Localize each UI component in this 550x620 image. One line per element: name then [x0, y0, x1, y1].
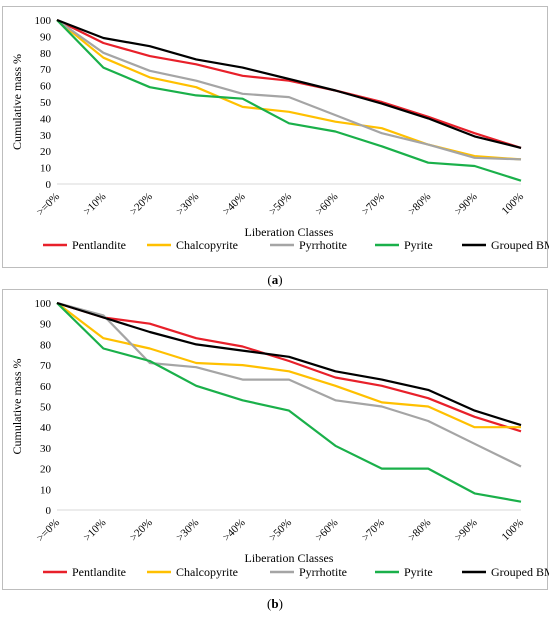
- chart-panel-a: 0 10 20 30 40 50 60 70 80 90 100 Cumulative mass % >…: [2, 6, 549, 268]
- x-tick-label: >20%: [128, 517, 155, 544]
- y-tick-label: 30: [40, 443, 52, 455]
- x-tick-label: 100%: [499, 517, 526, 544]
- legend-label: Pentlandite: [72, 565, 126, 579]
- caption-b-letter: b: [271, 596, 279, 611]
- y-tick-label: 10: [40, 484, 52, 496]
- x-tick-label: >=0%: [34, 191, 62, 219]
- x-tick-label: >80%: [406, 517, 433, 544]
- chart-b-svg: 0 10 20 30 40 50 60 70 80 90 100 Cumulative mass % >…: [10, 298, 549, 579]
- x-tick-label: >=0%: [34, 517, 62, 545]
- caption-b: (b): [267, 596, 283, 611]
- x-tick-label: >80%: [406, 191, 433, 218]
- y-tick-label: 50: [40, 402, 52, 414]
- x-tick-label: >50%: [267, 191, 294, 218]
- series-line-grouped-bms: [56, 301, 522, 427]
- legend-label: Pentlandite: [72, 238, 126, 252]
- legend-label: Pyrite: [404, 565, 433, 579]
- y-tick-label: 80: [40, 48, 52, 60]
- y-tick-label: 10: [40, 163, 52, 175]
- legend-label: Pyrrhotite: [299, 565, 347, 579]
- x-tick-label: >90%: [453, 517, 480, 544]
- legend-label: Chalcopyrite: [176, 238, 238, 252]
- series-line-grouped-bms: [56, 18, 522, 149]
- y-tick-label: 100: [35, 298, 52, 310]
- y-tick-label: 50: [40, 97, 52, 109]
- y-tick-label: 40: [40, 422, 52, 434]
- x-tick-label: >50%: [267, 517, 294, 544]
- caption-a-letter: a: [271, 272, 279, 287]
- caption-a: (a): [267, 272, 283, 287]
- series-line-chalcopyrite: [56, 19, 522, 161]
- legend: Pentlandite Chalcopyrite Pyrrhotite Pyrite G…: [43, 565, 549, 579]
- series-line-pyrite: [56, 302, 522, 503]
- x-tick-label: >10%: [81, 517, 108, 544]
- series-line-pentlandite: [56, 19, 522, 149]
- legend-label: Grouped BMS: [491, 565, 549, 579]
- y-tick-label: 40: [40, 113, 52, 125]
- series-line-pyrrhotite: [56, 19, 522, 161]
- chart-panel-b: 0 10 20 30 40 50 60 70 80 90 100 Cumulative mass % >…: [2, 289, 549, 590]
- x-tick-label: >30%: [174, 517, 201, 544]
- x-tick-label: >40%: [221, 191, 248, 218]
- y-tick-label: 20: [40, 146, 52, 158]
- x-axis-title: Liberation Classes: [245, 225, 334, 239]
- x-tick-label: >60%: [313, 517, 340, 544]
- y-tick-label: 70: [40, 64, 52, 76]
- y-tick-label: 0: [46, 179, 52, 191]
- y-tick-label: 30: [40, 130, 52, 142]
- y-tick-label: 100: [35, 15, 52, 27]
- y-tick-label: 60: [40, 81, 52, 93]
- legend: Pentlandite Chalcopyrite Pyrrhotite Pyrite G…: [43, 238, 549, 252]
- x-tick-label: >10%: [81, 191, 108, 218]
- x-tick-label: >90%: [453, 191, 480, 218]
- x-axis-title: Liberation Classes: [245, 551, 334, 565]
- x-tick-label: >60%: [313, 191, 340, 218]
- legend-label: Pyrrhotite: [299, 238, 347, 252]
- series-line-chalcopyrite: [56, 302, 521, 429]
- legend-label: Pyrite: [404, 238, 433, 252]
- y-tick-label: 60: [40, 381, 52, 393]
- x-tick-label: >40%: [221, 517, 248, 544]
- series-line-pyrite: [56, 19, 522, 182]
- legend-label: Grouped BMS: [491, 238, 549, 252]
- x-tick-label: >70%: [360, 517, 387, 544]
- series-line-pentlandite: [56, 301, 522, 433]
- x-tick-label: >20%: [128, 191, 155, 218]
- x-tick-label: >30%: [174, 191, 201, 218]
- y-tick-label: 90: [40, 31, 52, 43]
- legend-label: Chalcopyrite: [176, 565, 238, 579]
- y-tick-label: 80: [40, 339, 52, 351]
- y-tick-label: 20: [40, 464, 52, 476]
- y-axis-title: Cumulative mass %: [10, 54, 24, 150]
- y-tick-label: 70: [40, 360, 52, 372]
- x-tick-label: >70%: [360, 191, 387, 218]
- series-line-pyrrhotite: [56, 301, 522, 468]
- x-tick-label: 100%: [499, 191, 526, 218]
- y-tick-label: 0: [46, 505, 52, 517]
- y-axis-title: Cumulative mass %: [10, 359, 24, 455]
- chart-a-svg: 0 10 20 30 40 50 60 70 80 90 100 Cumulative mass % >…: [10, 15, 549, 252]
- y-tick-label: 90: [40, 319, 52, 331]
